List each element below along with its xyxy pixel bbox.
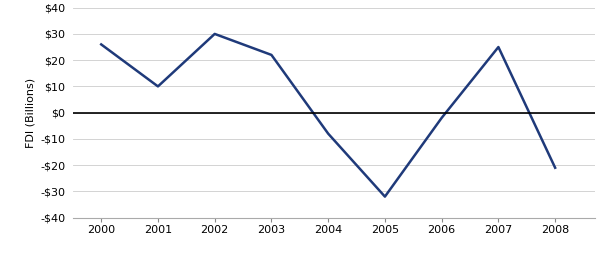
Y-axis label: FDI (Billions): FDI (Billions) [26,78,36,148]
